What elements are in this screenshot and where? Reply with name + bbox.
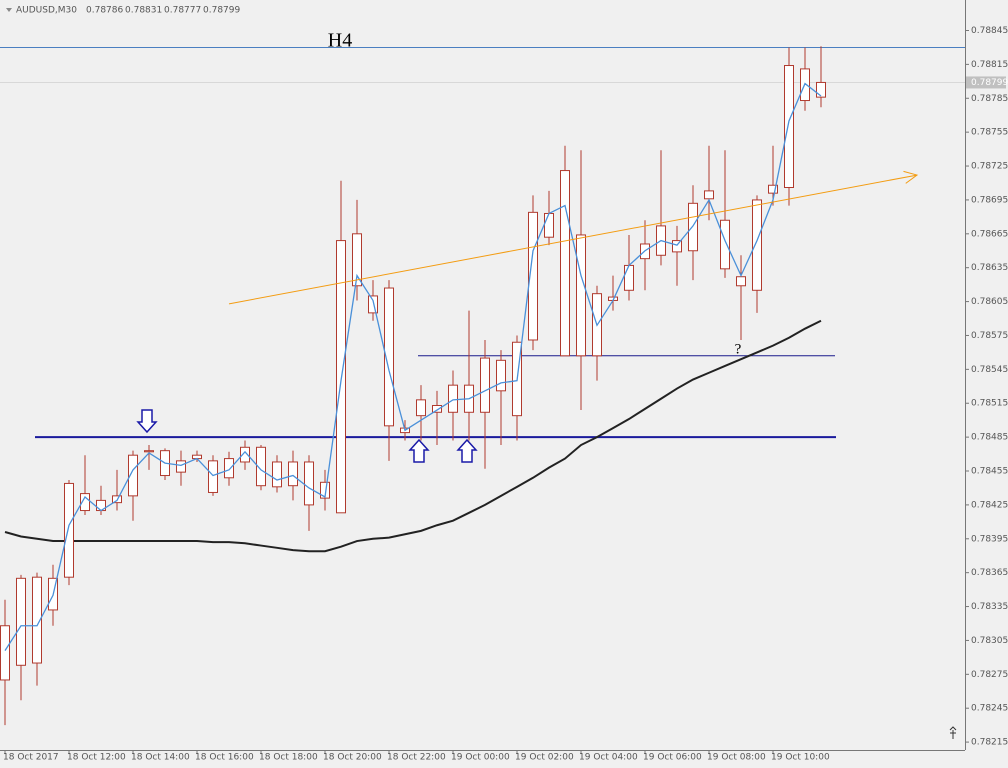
y-tick-label: 0.78545 (971, 365, 1008, 375)
x-tick-label: 19 Oct 08:00 (707, 753, 766, 763)
y-tick-label: 0.78215 (971, 738, 1008, 748)
candle-body (576, 234, 586, 357)
candle-body (0, 625, 10, 681)
candle-body (224, 458, 234, 479)
x-tick-label: 18 Oct 12:00 (67, 753, 126, 763)
x-tick-label: 18 Oct 18:00 (259, 753, 318, 763)
annotation: ? (735, 341, 742, 357)
y-tick-label: 0.78635 (971, 263, 1008, 273)
candle-body (384, 287, 394, 427)
header: AUDUSD,M30 0.78786 0.78831 0.78777 0.787… (6, 6, 240, 16)
x-tick-label: 18 Oct 22:00 (387, 753, 446, 763)
candle-body (176, 460, 186, 473)
y-tick-label: 0.78425 (971, 500, 1008, 510)
candle-body (480, 357, 490, 413)
bid-label: 0.78799 (971, 78, 1008, 88)
x-tick-label: 18 Oct 14:00 (131, 753, 190, 763)
candle-body (544, 212, 554, 238)
y-tick-label: 0.78365 (971, 568, 1008, 578)
candle-body (736, 276, 746, 287)
candle-body (240, 446, 250, 463)
candle-body (672, 240, 682, 253)
candle-body (752, 199, 762, 291)
x-tick-label: 19 Oct 00:00 (451, 753, 510, 763)
y-tick-label: 0.78575 (971, 331, 1008, 341)
candle-body (304, 461, 314, 506)
candle-body (768, 184, 778, 194)
annotation: H4 (328, 30, 352, 52)
corner-icon (949, 726, 957, 739)
y-tick-label: 0.78785 (971, 94, 1008, 104)
x-tick-label: 19 Oct 10:00 (771, 753, 830, 763)
candle-body (368, 295, 378, 314)
x-tick-label: 18 Oct 16:00 (195, 753, 254, 763)
candle-body (256, 446, 266, 487)
symbol: AUDUSD,M30 (16, 6, 77, 16)
x-tick-label: 19 Oct 02:00 (515, 753, 574, 763)
candle-body (624, 264, 634, 291)
candle-body (32, 576, 42, 664)
y-tick-label: 0.78665 (971, 229, 1008, 239)
candle-body (16, 577, 26, 666)
candle-body (64, 482, 74, 578)
candle-body (816, 81, 826, 98)
trend-line (228, 174, 918, 305)
arrows (136, 409, 478, 463)
y-tick-label: 0.78815 (971, 60, 1008, 70)
x-tick-label: 18 Oct 2017 (3, 753, 59, 763)
y-tick-label: 0.78245 (971, 704, 1008, 714)
candle-body (704, 190, 714, 200)
y-tick-label: 0.78515 (971, 399, 1008, 409)
candle-body (144, 450, 154, 453)
candle-body (496, 359, 506, 392)
candle-body (208, 460, 218, 493)
header-open: 0.78786 (86, 6, 123, 16)
y-tick-label: 0.78605 (971, 297, 1008, 307)
y-tick-label: 0.78455 (971, 467, 1008, 477)
up-arrow (408, 438, 430, 463)
trend-arrowhead (903, 170, 919, 184)
candle-body (528, 211, 538, 341)
candle-body (352, 233, 362, 287)
y-tick-label: 0.78485 (971, 433, 1008, 443)
candle-body (432, 404, 442, 413)
bid-label-box (966, 76, 1006, 89)
header-triangle (6, 8, 12, 12)
candle-body (784, 65, 794, 188)
down-arrow (136, 409, 158, 434)
candle-body (80, 493, 90, 512)
y-tick-label: 0.78305 (971, 636, 1008, 646)
slow-moving-average (4, 319, 822, 553)
header-low: 0.78777 (164, 6, 201, 16)
corner-icon (949, 726, 957, 739)
x-tick-label: 19 Oct 04:00 (579, 753, 638, 763)
fast-moving-average (4, 82, 822, 651)
candle-body (128, 454, 138, 497)
candle-body (560, 170, 570, 357)
up-arrow (456, 438, 478, 463)
header-close: 0.78799 (203, 6, 240, 16)
y-tick-label: 0.78695 (971, 195, 1008, 205)
candle-body (288, 461, 298, 487)
y-tick-label: 0.78725 (971, 162, 1008, 172)
y-tick-label: 0.78755 (971, 128, 1008, 138)
x-tick-label: 18 Oct 20:00 (323, 753, 382, 763)
header-high: 0.78831 (125, 6, 162, 16)
candle-body (720, 219, 730, 270)
y-tick-label: 0.78395 (971, 534, 1008, 544)
y-tick-label: 0.78275 (971, 670, 1008, 680)
candle-body (688, 202, 698, 252)
candle-body (416, 399, 426, 417)
x-tick-label: 19 Oct 06:00 (643, 753, 702, 763)
y-tick-label: 0.78335 (971, 602, 1008, 612)
y-tick-label: 0.78845 (971, 26, 1008, 36)
candle-body (320, 481, 330, 499)
candle-body (272, 461, 282, 488)
candle-body (448, 384, 458, 413)
